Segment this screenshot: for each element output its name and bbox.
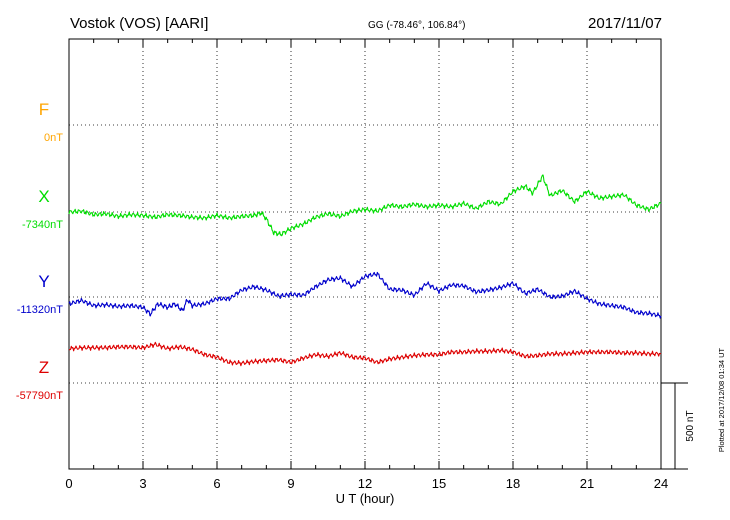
x-tick-label: 9 [287,476,294,491]
plotted-timestamp: Plotted at 2017/12/08 01:34 UT [717,347,726,452]
series-line-z [68,341,662,367]
x-tick-label: 12 [358,476,372,491]
plot-date: 2017/11/07 [588,15,662,32]
x-tick-label: 18 [506,476,520,491]
series-baseline-y: -11320nT [17,304,64,316]
series-labels: F 0nT X -7340nT Y -11320nT Z -57790nT [16,100,63,402]
station-coordinates: GG (-78.46°, 106.84°) [368,20,466,31]
series-baseline-f: 0nT [44,132,63,144]
series-name-z: Z [39,358,49,377]
series-name-y: Y [38,272,49,291]
series-line-x [68,174,662,237]
x-tick-label: 21 [580,476,594,491]
x-axis-label: U T (hour) [336,491,395,506]
series-name-x: X [38,187,49,206]
series-lines [68,174,662,367]
series-baseline-x: -7340nT [22,219,63,231]
series-line-y [68,271,662,319]
x-tick-label: 24 [654,476,668,491]
x-tick-label: 6 [213,476,220,491]
series-name-f: F [39,100,49,119]
scale-bar: 500 nT [661,382,696,470]
x-tick-label: 15 [432,476,446,491]
series-baseline-z: -57790nT [16,390,63,402]
x-tick-label: 0 [65,476,72,491]
grid-lines [69,39,661,469]
scale-bar-label: 500 nT [685,410,696,441]
x-tick-label: 3 [139,476,146,491]
x-axis-ticks: 0 3 6 9 12 15 18 21 24 [65,39,668,491]
station-title: Vostok (VOS) [AARI] [70,15,208,32]
